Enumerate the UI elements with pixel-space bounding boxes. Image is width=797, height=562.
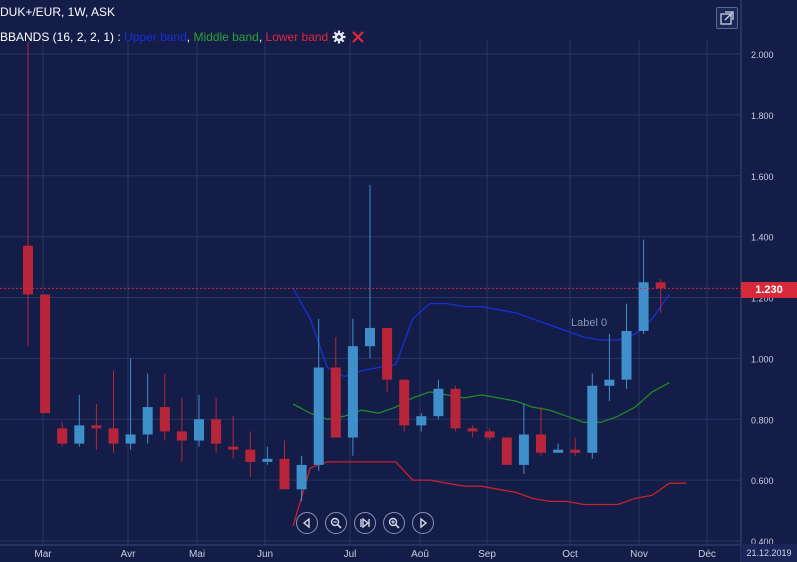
- instrument-title: DUK+/EUR, 1W, ASK: [0, 5, 116, 19]
- legend-comma: ,: [258, 30, 266, 44]
- scroll-right-button[interactable]: [412, 512, 434, 534]
- candle-body: [91, 425, 102, 429]
- x-tick-label: Sep: [478, 549, 496, 560]
- current-price-tag: 1.230: [741, 282, 797, 298]
- candle-body: [536, 434, 546, 453]
- popout-icon: [720, 11, 734, 25]
- x-tick-label: Oct: [562, 549, 578, 560]
- x-tick-label: Avr: [121, 549, 136, 560]
- candle-body: [159, 407, 170, 432]
- candle-body: [553, 449, 564, 453]
- candle-body: [176, 431, 187, 441]
- candle-body: [57, 428, 68, 444]
- candle-body: [74, 425, 85, 444]
- x-tick-label: Aoû: [411, 549, 429, 560]
- chart-navigation: [296, 512, 434, 534]
- candle-body: [450, 388, 461, 429]
- candle-body: [142, 407, 153, 435]
- y-tick-label: 0.600: [751, 476, 774, 486]
- reset-view-button[interactable]: [354, 512, 376, 534]
- candle-body: [108, 428, 119, 444]
- y-tick-label: 1.400: [751, 233, 774, 243]
- y-tick-label: 0.400: [751, 537, 774, 547]
- scroll-left-button[interactable]: [296, 512, 318, 534]
- candle-body: [433, 388, 444, 417]
- candle-body: [279, 458, 290, 490]
- candle-body: [638, 282, 649, 331]
- upper-band-label: Upper band: [124, 30, 187, 44]
- candle-body: [23, 245, 33, 295]
- current-date-label: 21.12.2019: [741, 544, 797, 562]
- candle-body: [365, 327, 375, 347]
- candle-body: [587, 385, 598, 453]
- legend-comma: ,: [186, 30, 194, 44]
- candle-body: [313, 367, 324, 465]
- candle-body: [382, 327, 393, 380]
- candle-body: [228, 446, 239, 450]
- y-tick-label: 1.000: [751, 354, 774, 364]
- candle-body: [347, 346, 358, 438]
- x-tick-label: Mar: [34, 549, 52, 560]
- lower-band-line: [292, 461, 687, 526]
- close-icon[interactable]: [352, 31, 365, 43]
- chart-annotation-label: Label 0: [571, 317, 607, 329]
- indicator-name: BBANDS (16, 2, 2, 1): [0, 30, 115, 44]
- zoom-out-button[interactable]: [325, 512, 347, 534]
- indicator-legend: BBANDS (16, 2, 2, 1) : Upper band , Midd…: [0, 30, 365, 44]
- popout-button[interactable]: [716, 7, 738, 29]
- y-tick-label: 1.600: [751, 172, 774, 182]
- zoom-in-button[interactable]: [383, 512, 405, 534]
- candle-body: [40, 294, 51, 414]
- x-tick-label: Mai: [189, 549, 205, 560]
- candle-body: [399, 379, 410, 426]
- candle-body: [245, 449, 256, 462]
- arrow-left-icon: [302, 517, 310, 529]
- candle-body: [416, 416, 427, 426]
- candle-body: [604, 379, 615, 386]
- arrow-right-icon: [420, 517, 428, 529]
- candle-body: [194, 419, 204, 441]
- candle-body: [518, 434, 529, 465]
- candle-body: [125, 434, 136, 444]
- x-tick-label: Jul: [344, 549, 357, 560]
- y-tick-label: 1.800: [751, 111, 774, 121]
- gear-icon[interactable]: [332, 30, 346, 44]
- candle-body: [296, 464, 307, 490]
- candle-body: [330, 367, 341, 438]
- candle-body: [484, 431, 495, 438]
- zoom-out-icon: [330, 517, 342, 529]
- x-tick-label: Jun: [257, 549, 273, 560]
- candle-body: [570, 449, 581, 453]
- middle-band-label: Middle band: [193, 30, 259, 44]
- x-tick-label: Nov: [630, 549, 648, 560]
- candle-body: [262, 458, 273, 462]
- reset-icon: [360, 517, 370, 529]
- y-tick-label: 1.200: [751, 294, 774, 304]
- lower-band-label: Lower band: [265, 30, 329, 44]
- y-tick-label: 2.000: [751, 50, 774, 60]
- candle-body: [467, 428, 478, 432]
- zoom-in-icon: [388, 517, 400, 529]
- candle-body: [655, 282, 666, 289]
- y-tick-label: 0.800: [751, 415, 774, 425]
- candle-body: [211, 419, 222, 444]
- candle-body: [621, 330, 632, 380]
- indicator-separator: :: [114, 30, 125, 44]
- candle-body: [501, 437, 512, 465]
- x-tick-label: Déc: [698, 549, 716, 560]
